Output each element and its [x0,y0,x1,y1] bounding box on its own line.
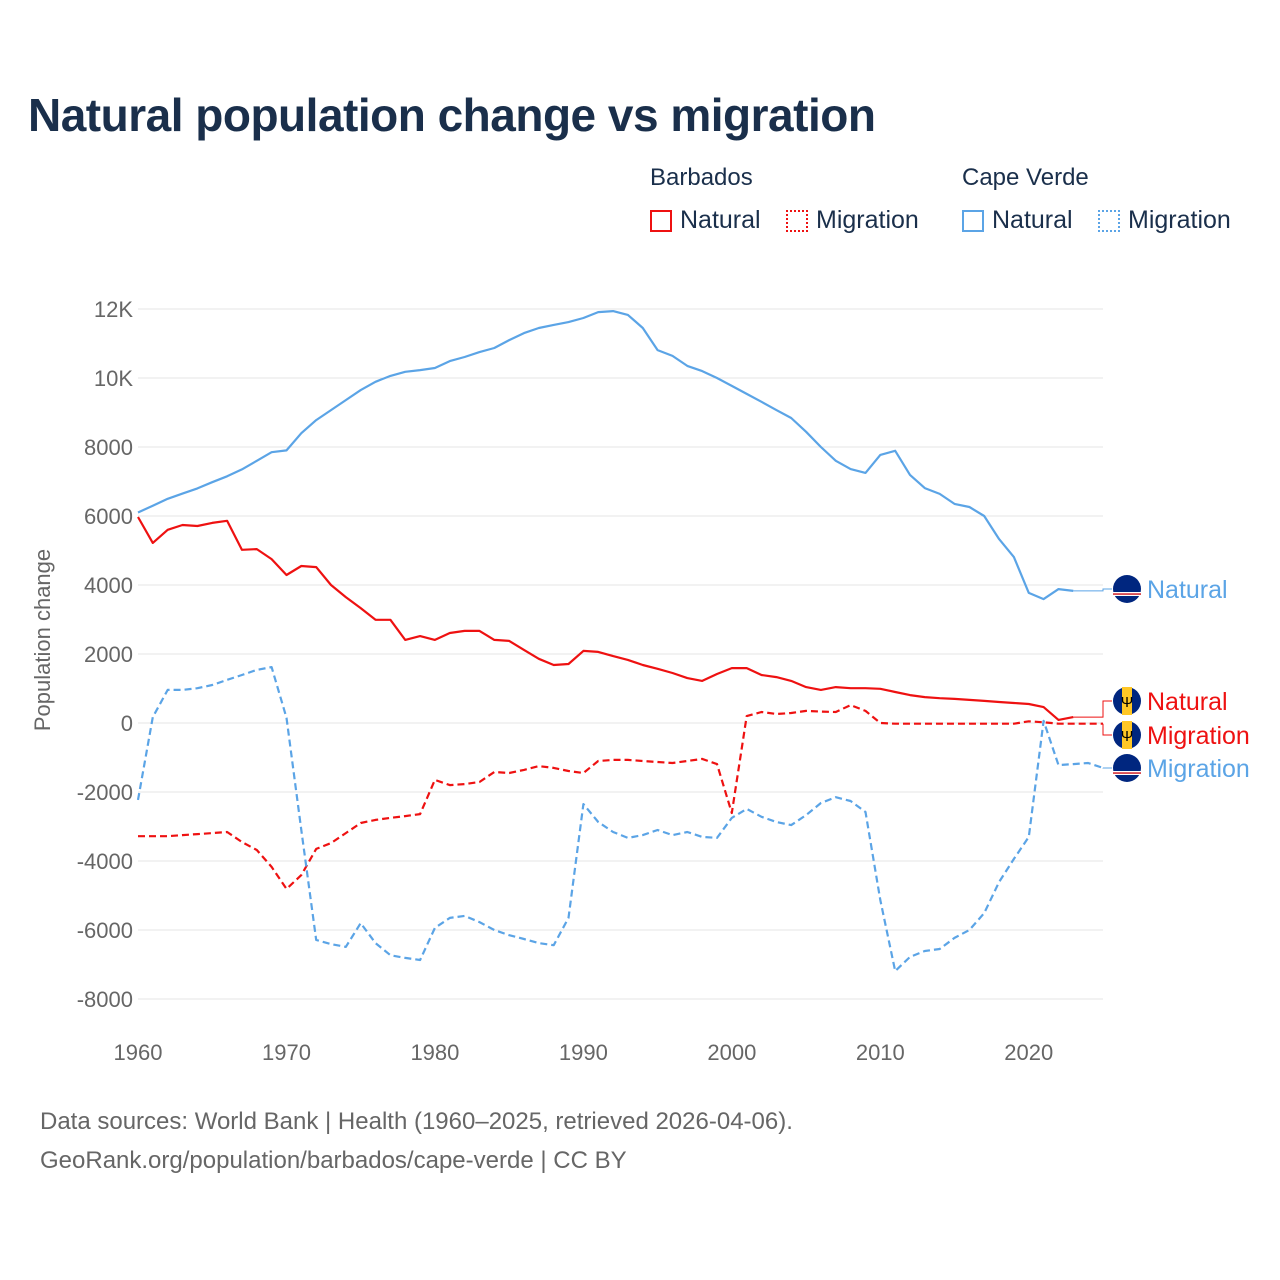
y-tick-label: -6000 [77,918,133,943]
y-tick-label: 6000 [84,504,133,529]
x-tick-label: 2000 [707,1040,756,1065]
y-tick-label: -2000 [77,780,133,805]
legend-label: Migration [1128,206,1231,234]
chart-title: Natural population change vs migration [28,89,876,141]
y-tick-label: 4000 [84,573,133,598]
legend-group-cape-verde: Cape Verde [962,164,1089,191]
legend-label: Migration [816,206,919,234]
x-tick-label: 1960 [114,1040,163,1065]
y-tick-label: 2000 [84,642,133,667]
cape-verde-flag-icon [1113,575,1141,603]
label-connector [1073,700,1112,718]
y-axis-label: Population change [30,549,55,731]
series-line-cape-verde-migration [136,666,1104,973]
x-tick-label: 1990 [559,1040,608,1065]
series-line-cape-verde-natural [137,310,1074,601]
y-tick-label: 0 [121,711,133,736]
x-tick-label: 1970 [262,1040,311,1065]
x-tick-label: 2020 [1004,1040,1053,1065]
series-end-label: Natural [1147,688,1228,716]
series-end-label: Migration [1147,722,1250,750]
flag-stripe [1122,687,1132,715]
x-tick-label: 1980 [410,1040,459,1065]
series-line-barbados-natural [137,516,1074,721]
legend-swatch-solid [650,209,672,232]
y-tick-label: -8000 [77,987,133,1012]
legend-swatch-dotted [1098,209,1120,232]
series-end-label: Natural [1147,576,1228,604]
legend-item-barbados-migration[interactable]: Migration [786,206,919,235]
x-tick-label: 2010 [856,1040,905,1065]
legend-item-barbados-natural[interactable]: Natural [650,206,761,235]
label-connector [1102,723,1112,736]
y-tick-label: 12K [94,297,133,322]
y-tick-label: -4000 [77,849,133,874]
flag-stripe [1113,593,1141,595]
footer-link[interactable]: GeoRank.org/population/barbados/cape-ver… [40,1147,627,1174]
flag-stripe [1113,772,1141,774]
y-tick-label: 8000 [84,435,133,460]
legend-label: Natural [992,206,1073,234]
series-end-label: Migration [1147,755,1250,783]
trident-icon: Ψ [1121,728,1134,745]
legend-swatch-dotted [786,209,808,232]
legend-group-barbados: Barbados [650,164,753,191]
trident-icon: Ψ [1121,694,1134,711]
legend-item-cape-verde-migration[interactable]: Migration [1098,206,1231,235]
footer-sources: Data sources: World Bank | Health (1960–… [40,1108,793,1135]
series-line-barbados-migration [138,704,1103,890]
label-connector [1073,588,1112,592]
legend-item-cape-verde-natural[interactable]: Natural [962,206,1073,235]
flag-stripe [1122,721,1132,749]
cape-verde-flag-icon [1113,754,1141,782]
legend-label: Natural [680,206,761,234]
y-tick-label: 10K [94,366,133,391]
legend-swatch-solid [962,209,984,232]
